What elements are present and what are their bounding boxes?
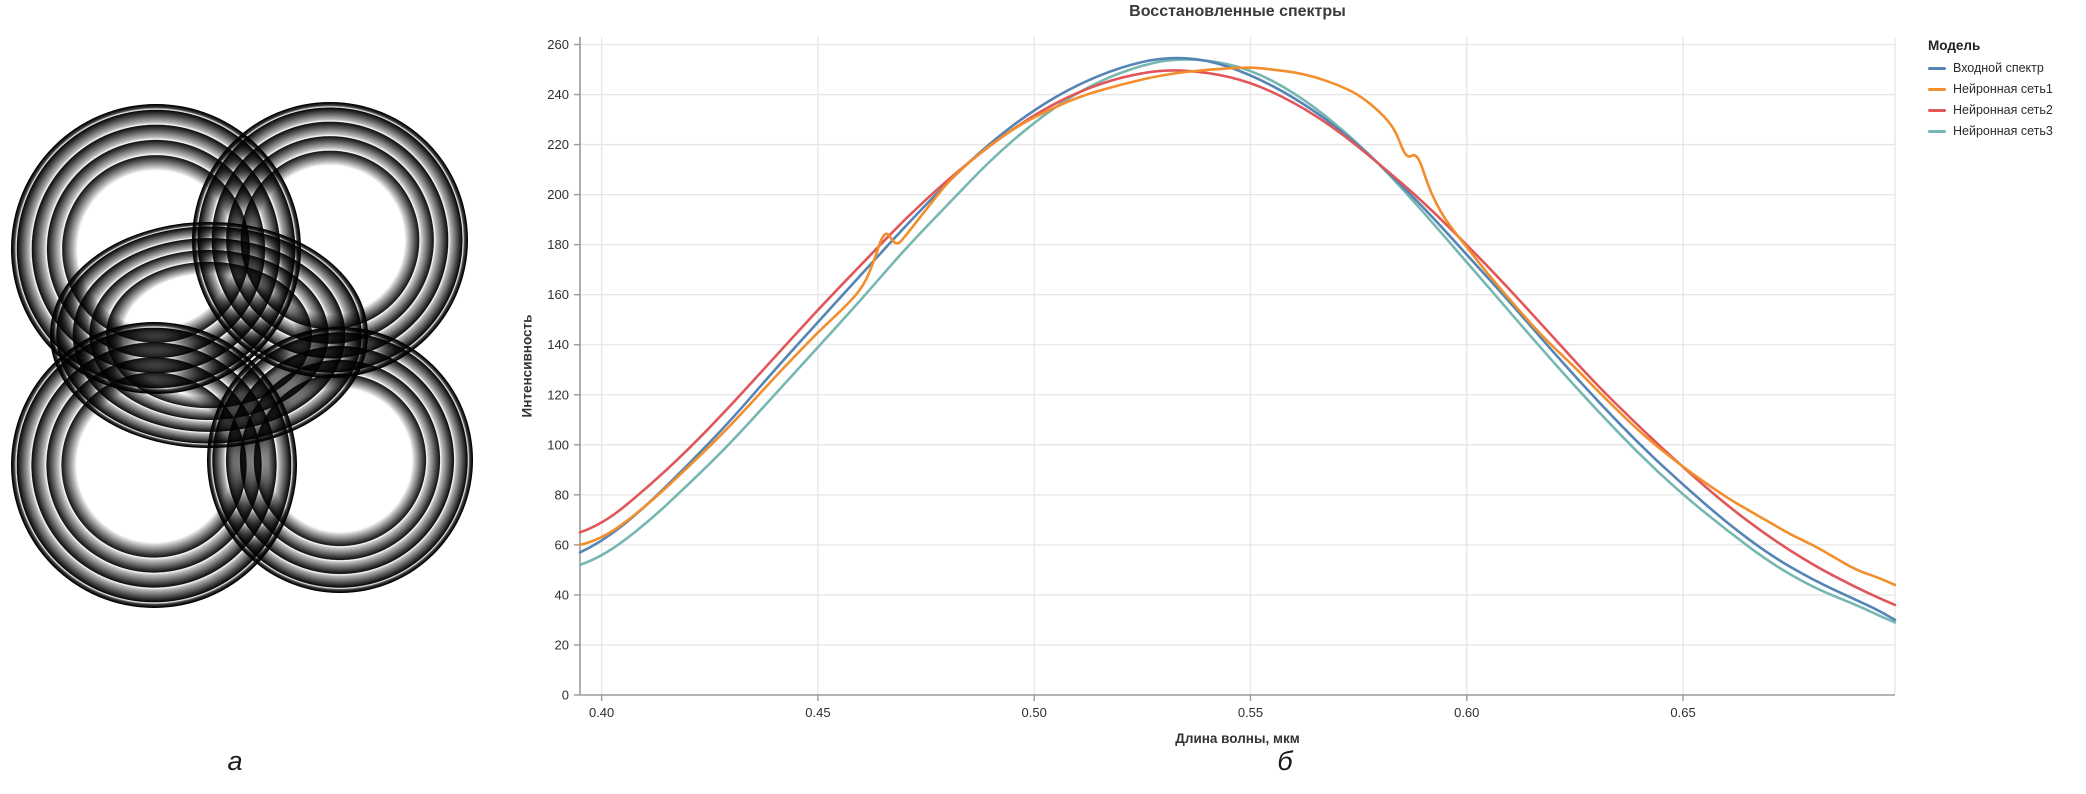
x-tick-label: 0.65 [1670,705,1695,720]
x-tick-label: 0.50 [1022,705,1047,720]
legend-swatch-icon [1928,129,1946,133]
legend-item: Нейронная сеть2 [1928,103,2084,117]
series-line-Входной спектр [578,56,1897,622]
y-tick-label: 120 [547,387,569,402]
legend-label: Входной спектр [1953,61,2044,75]
y-tick-label: 160 [547,287,569,302]
y-tick-label: 260 [547,37,569,52]
legend-item: Нейронная сеть1 [1928,82,2084,96]
legend-swatch-icon [1928,108,1946,112]
x-tick-label: 0.60 [1454,705,1479,720]
legend-swatch-icon [1928,87,1946,91]
series-line-Нейронная сеть2 [578,69,1897,607]
x-tick-label: 0.55 [1238,705,1263,720]
y-tick-label: 20 [555,637,569,652]
series-line-Нейронная сеть1 [578,66,1897,587]
legend-label: Нейронная сеть1 [1953,82,2053,96]
panel-b-label: б [1277,746,1293,776]
y-tick-label: 40 [555,587,569,602]
y-axis-title: Интенсивность [519,314,535,418]
ring-group [11,102,473,608]
y-tick-label: 140 [547,337,569,352]
y-tick-label: 240 [547,87,569,102]
y-tick-label: 60 [555,537,569,552]
legend-label: Нейронная сеть2 [1953,103,2053,117]
ring-pattern [207,327,473,593]
x-tick-label: 0.45 [805,705,830,720]
y-tick-label: 200 [547,187,569,202]
series-line-Нейронная сеть3 [578,58,1897,624]
legend-items: Входной спектр Нейронная сеть1 Нейронная с… [1928,61,2084,138]
y-tick-label: 80 [555,487,569,502]
x-tick-label: 0.40 [589,705,614,720]
legend-label: Нейронная сеть3 [1953,124,2053,138]
panel-a-label: а [227,746,243,776]
x-axis-title: Длина волны, мкм [1175,731,1300,746]
panel-a-rings-image [11,102,473,608]
y-tick-label: 180 [547,237,569,252]
legend-swatch-icon [1928,66,1946,70]
chart-legend: Модель Входной спектр Нейронная сеть1 Нейр… [1928,38,2084,145]
legend-item: Нейронная сеть3 [1928,124,2084,138]
legend-title: Модель [1928,38,1981,53]
chart-title: Восстановленные спектры [1129,3,1346,20]
legend-item: Входной спектр [1928,61,2084,75]
y-tick-label: 100 [547,437,569,452]
y-tick-label: 220 [547,137,569,152]
y-tick-label: 0 [562,688,569,703]
